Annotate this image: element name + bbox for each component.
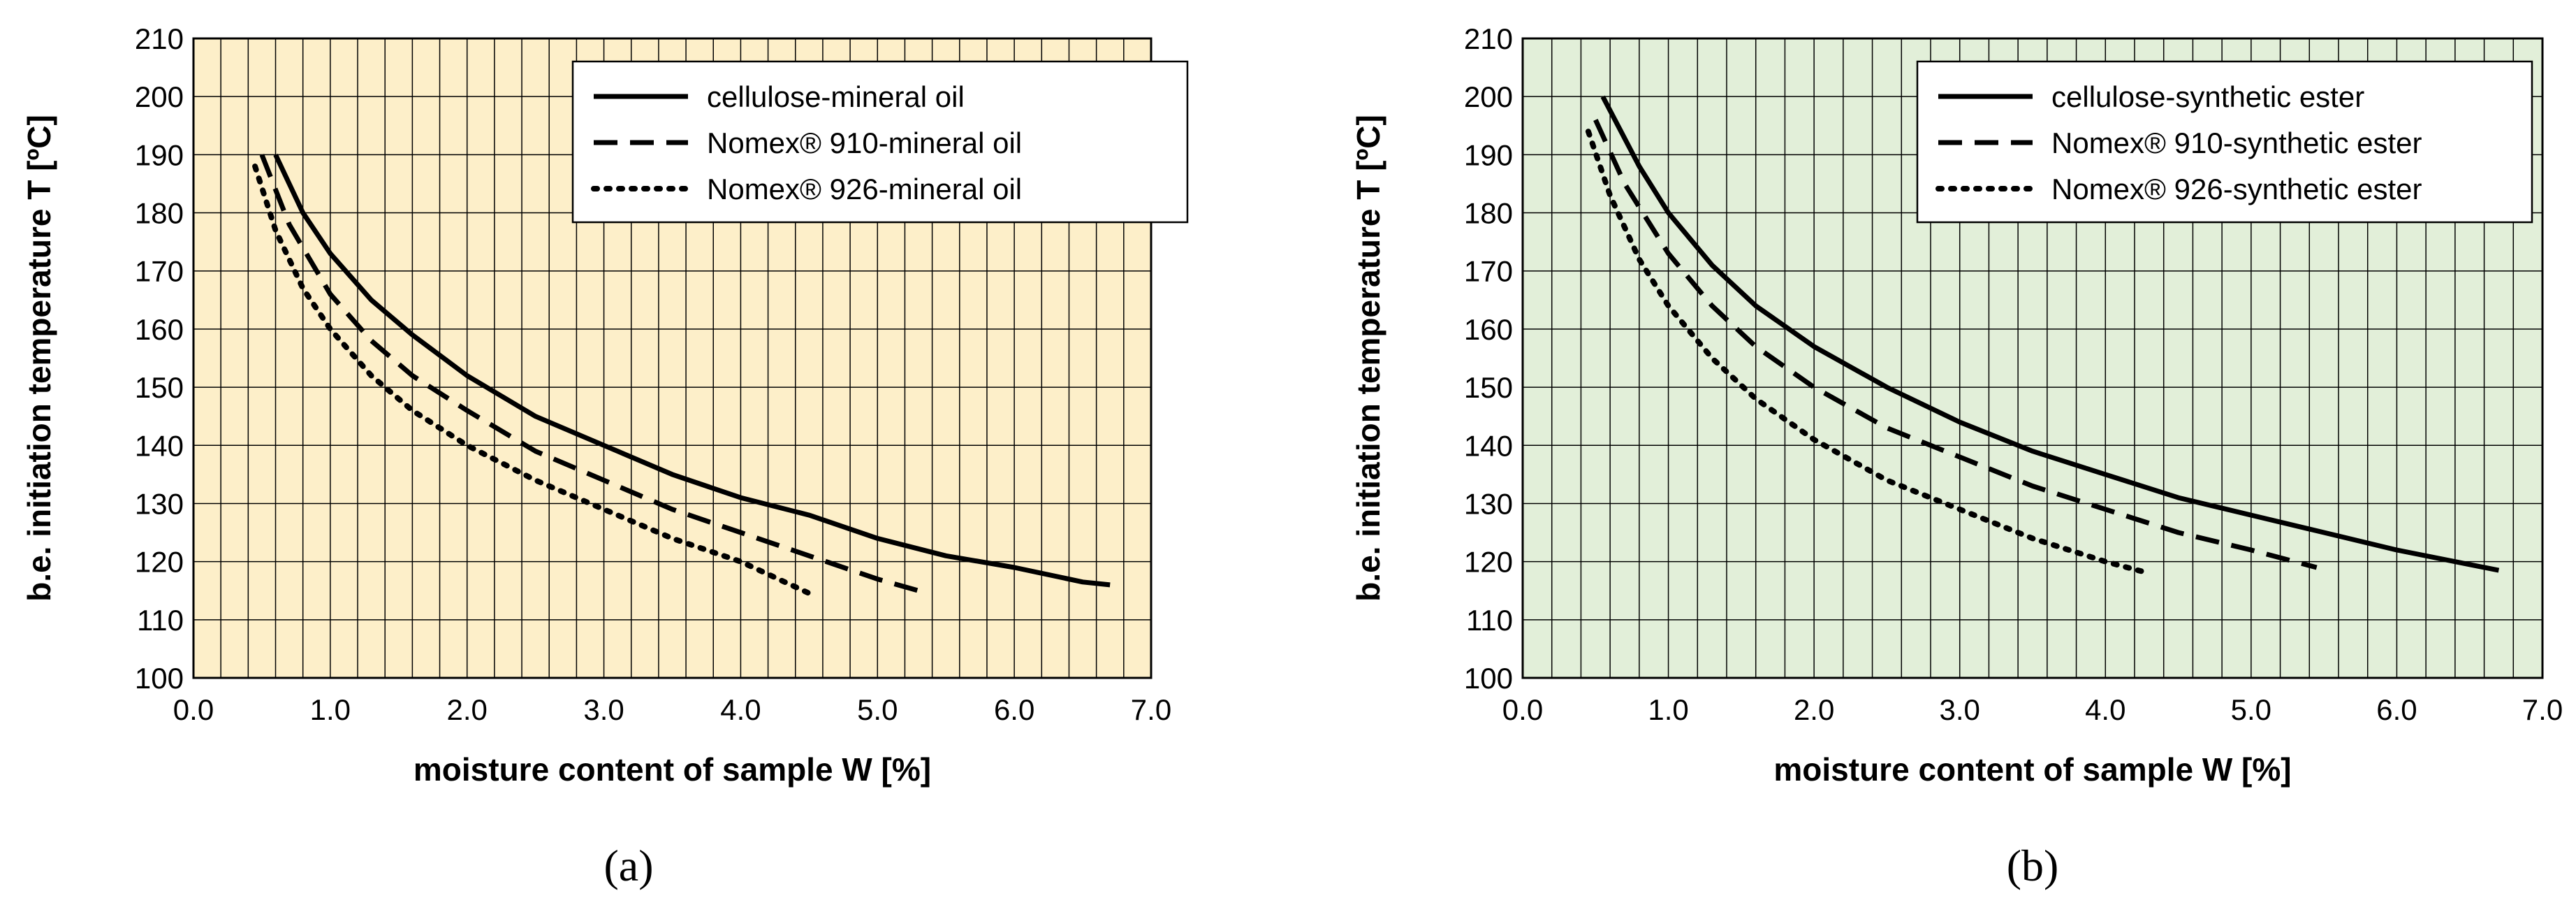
y-tick-label: 200 — [135, 80, 184, 113]
y-axis-title: b.e. initiation temperature T [ºC] — [21, 115, 57, 602]
y-tick-label: 180 — [1464, 197, 1513, 230]
series-line-solid — [1600, 95, 2500, 573]
panel-label: (a) — [603, 841, 653, 890]
panel-label: (b) — [2007, 841, 2059, 890]
x-tick-label: 5.0 — [857, 693, 898, 726]
y-tick-label: 150 — [1464, 371, 1513, 404]
x-tick-label: 1.0 — [1648, 693, 1688, 726]
series-line-dashed — [259, 154, 919, 593]
legend-label: Nomex® 910-mineral oil — [707, 126, 1022, 159]
x-tick-label: 1.0 — [310, 693, 351, 726]
x-tick-label: 6.0 — [994, 693, 1034, 726]
y-tick-label: 180 — [135, 197, 184, 230]
x-tick-label: 3.0 — [583, 693, 624, 726]
y-tick-label: 200 — [1464, 80, 1513, 113]
y-tick-label: 170 — [1464, 255, 1513, 288]
y-tick-label: 160 — [135, 313, 184, 346]
series-line-dotted — [1585, 129, 2152, 577]
legend-label: cellulose-mineral oil — [707, 80, 965, 113]
x-tick-label: 7.0 — [1131, 693, 1171, 726]
y-tick-label: 210 — [135, 22, 184, 55]
y-tick-label: 210 — [1464, 22, 1513, 55]
x-tick-label: 0.0 — [173, 693, 214, 726]
x-tick-label: 0.0 — [1502, 693, 1543, 726]
y-tick-label: 150 — [135, 371, 184, 404]
y-tick-label: 120 — [135, 546, 184, 579]
legend-label: Nomex® 926-synthetic ester — [2051, 173, 2422, 205]
x-tick-label: 6.0 — [2376, 693, 2417, 726]
y-tick-label: 110 — [1466, 604, 1513, 637]
y-tick-label: 190 — [1464, 138, 1513, 171]
y-tick-label: 140 — [135, 429, 184, 462]
x-axis-title: moisture content of sample W [%] — [414, 751, 931, 788]
y-axis-title: b.e. initiation temperature T [ºC] — [1350, 115, 1386, 602]
legend-label: cellulose-synthetic ester — [2051, 80, 2364, 113]
series-line-solid — [273, 153, 1111, 588]
plot-frame — [192, 37, 1152, 679]
x-axis-title: moisture content of sample W [%] — [1773, 751, 2291, 788]
series-line-dotted — [252, 164, 819, 600]
x-tick-label: 7.0 — [2522, 693, 2563, 726]
series-line-dashed — [1593, 119, 2318, 570]
x-tick-label: 4.0 — [720, 693, 761, 726]
y-tick-label: 120 — [1464, 546, 1513, 579]
chart-a: 100 110 120 130 140 150 160 170 180 190 200 210 0.0 1… — [21, 22, 1189, 890]
legend-label: Nomex® 910-synthetic ester — [2051, 126, 2422, 159]
y-tick-label: 110 — [137, 604, 184, 637]
x-tick-label: 2.0 — [1794, 693, 1834, 726]
y-tick-label: 160 — [1464, 313, 1513, 346]
x-tick-label: 3.0 — [1940, 693, 1980, 726]
y-tick-label: 130 — [135, 487, 184, 520]
y-tick-label: 140 — [1464, 429, 1513, 462]
plot-frame — [1521, 37, 2544, 679]
y-tick-label: 190 — [135, 138, 184, 171]
y-tick-label: 170 — [135, 255, 184, 288]
x-tick-label: 4.0 — [2085, 693, 2125, 726]
x-tick-label: 2.0 — [447, 693, 488, 726]
legend-label: Nomex® 926-mineral oil — [707, 173, 1022, 205]
chart-b: 100 110 120 130 140 150 160 170 180 190 200 210 0.0 1… — [1350, 22, 2563, 890]
y-tick-label: 100 — [135, 662, 184, 695]
y-tick-label: 130 — [1464, 487, 1513, 520]
x-tick-label: 5.0 — [2231, 693, 2271, 726]
y-tick-label: 100 — [1464, 662, 1513, 695]
